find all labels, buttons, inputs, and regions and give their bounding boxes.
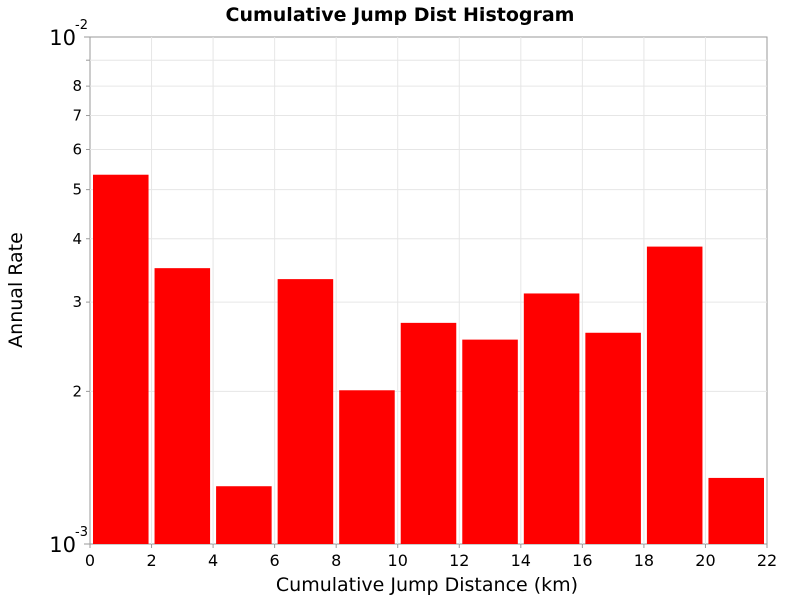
y-tick-label: 7 (72, 107, 82, 125)
x-tick-label: 20 (695, 551, 715, 570)
x-axis-label: Cumulative Jump Distance (km) (276, 574, 578, 596)
histogram-bar (523, 293, 580, 544)
x-tick-label: 4 (208, 551, 218, 570)
y-decade-exponent: -2 (75, 18, 88, 33)
x-tick-label: 8 (331, 551, 341, 570)
y-decade-base: 10 (49, 533, 76, 557)
x-tick-label: 6 (270, 551, 280, 570)
histogram-bar (708, 477, 764, 544)
y-tick-label: 6 (72, 140, 82, 158)
x-tick-label: 18 (634, 551, 654, 570)
x-tick-label: 22 (757, 551, 777, 570)
y-axis-label: Annual Rate (5, 232, 27, 348)
x-axis-ticks: 0 2 4 6 8 10 12 14 16 18 20 22 (85, 544, 777, 570)
gridlines (90, 37, 767, 544)
x-tick-label: 16 (572, 551, 592, 570)
histogram-bar (154, 268, 211, 544)
x-tick-label: 14 (511, 551, 531, 570)
x-tick-label: 12 (449, 551, 469, 570)
histogram-bar (93, 174, 149, 544)
y-decade-base: 10 (49, 26, 76, 50)
x-tick-label: 10 (388, 551, 408, 570)
y-tick-label: 2 (72, 382, 82, 400)
x-tick-label: 0 (85, 551, 95, 570)
y-tick-label: 4 (72, 230, 82, 248)
x-tick-label: 2 (146, 551, 156, 570)
histogram-bar (462, 339, 518, 544)
histogram-bar (646, 246, 703, 545)
histogram-bar (585, 332, 641, 544)
y-tick-label: 8 (72, 77, 82, 95)
y-tick-label: 5 (72, 181, 82, 199)
y-decade-label: -310 (49, 525, 88, 557)
histogram-bar (339, 390, 395, 544)
histogram-bar (277, 279, 334, 544)
y-tick-label: 3 (72, 293, 82, 311)
histogram-bar (400, 322, 457, 544)
chart-title: Cumulative Jump Dist Histogram (226, 4, 575, 26)
y-decade-exponent: -3 (75, 525, 88, 540)
y-decade-label: -210 (49, 18, 88, 50)
histogram-bar (216, 486, 272, 544)
bars (93, 174, 764, 545)
